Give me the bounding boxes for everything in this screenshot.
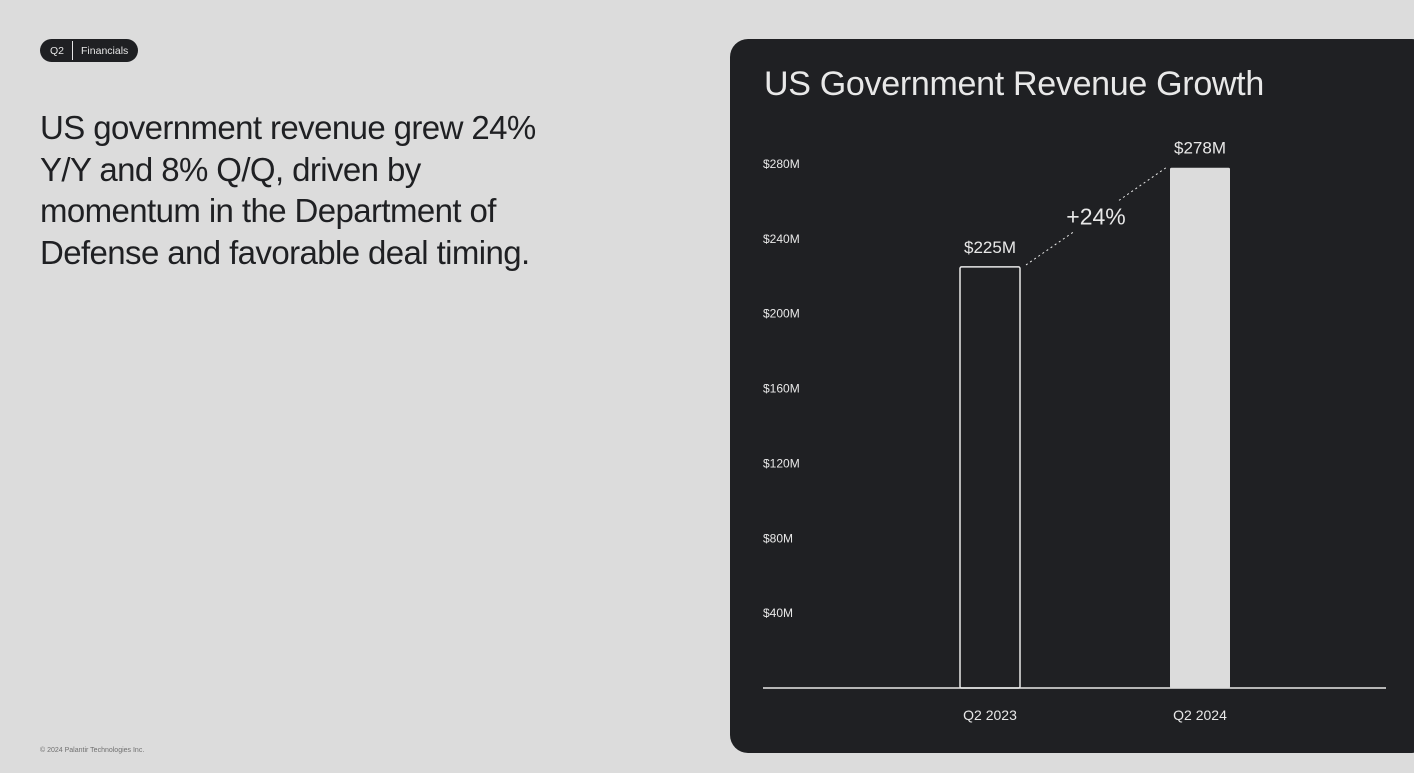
growth-connector	[1118, 167, 1167, 201]
bar-q2-2024	[1170, 167, 1230, 688]
y-axis-labels: $40M $80M $120M $160M $200M $240M $280M	[763, 157, 800, 620]
y-tick-label: $40M	[763, 606, 793, 620]
y-tick-label: $160M	[763, 382, 800, 396]
bar-chart: $40M$80M$120M$160M$200M$240M$280M $225M$…	[763, 139, 1386, 723]
tag-section: Financials	[81, 44, 129, 57]
x-axis-labels: Q2 2023 Q2 2024	[963, 707, 1227, 723]
copyright-footer: © 2024 Palantir Technologies Inc.	[40, 747, 145, 754]
growth-annotation: +24%	[1025, 167, 1167, 266]
section-tag: Q2 Financials	[40, 39, 139, 62]
y-tick-label: $240M	[763, 232, 800, 246]
x-tick-label: Q2 2023	[963, 707, 1017, 723]
tag-quarter: Q2	[50, 44, 65, 57]
y-tick-label: $280M	[763, 157, 800, 171]
headline: US government revenue grew 24% Y/Y and 8…	[40, 109, 536, 271]
bars: $225M $278M	[959, 139, 1230, 689]
y-tick-label: $200M	[763, 307, 800, 321]
bar-value-label: $278M	[1174, 139, 1226, 158]
chart-panel: US Government Revenue Growth $40M $80M $12…	[730, 39, 1414, 753]
growth-connector	[1025, 231, 1074, 266]
bar-q2-2023	[959, 266, 1021, 689]
chart-title: US Government Revenue Growth	[764, 65, 1264, 103]
y-tick-label: $120M	[763, 456, 800, 470]
x-tick-label: Q2 2024	[1173, 707, 1227, 723]
growth-label: +24%	[1066, 203, 1125, 229]
bar-value-label: $225M	[964, 238, 1016, 257]
tag-divider	[72, 41, 74, 60]
y-tick-label: $80M	[763, 531, 793, 545]
